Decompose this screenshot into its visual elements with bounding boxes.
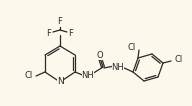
Text: O: O xyxy=(97,50,103,59)
Text: Cl: Cl xyxy=(128,43,136,52)
Text: N: N xyxy=(57,77,63,86)
Text: F: F xyxy=(58,17,62,26)
Text: F: F xyxy=(69,29,73,38)
Text: NH: NH xyxy=(112,63,124,72)
Text: NH: NH xyxy=(82,70,94,80)
Text: Cl: Cl xyxy=(175,54,183,63)
Text: F: F xyxy=(47,29,51,38)
Text: Cl: Cl xyxy=(25,72,33,80)
